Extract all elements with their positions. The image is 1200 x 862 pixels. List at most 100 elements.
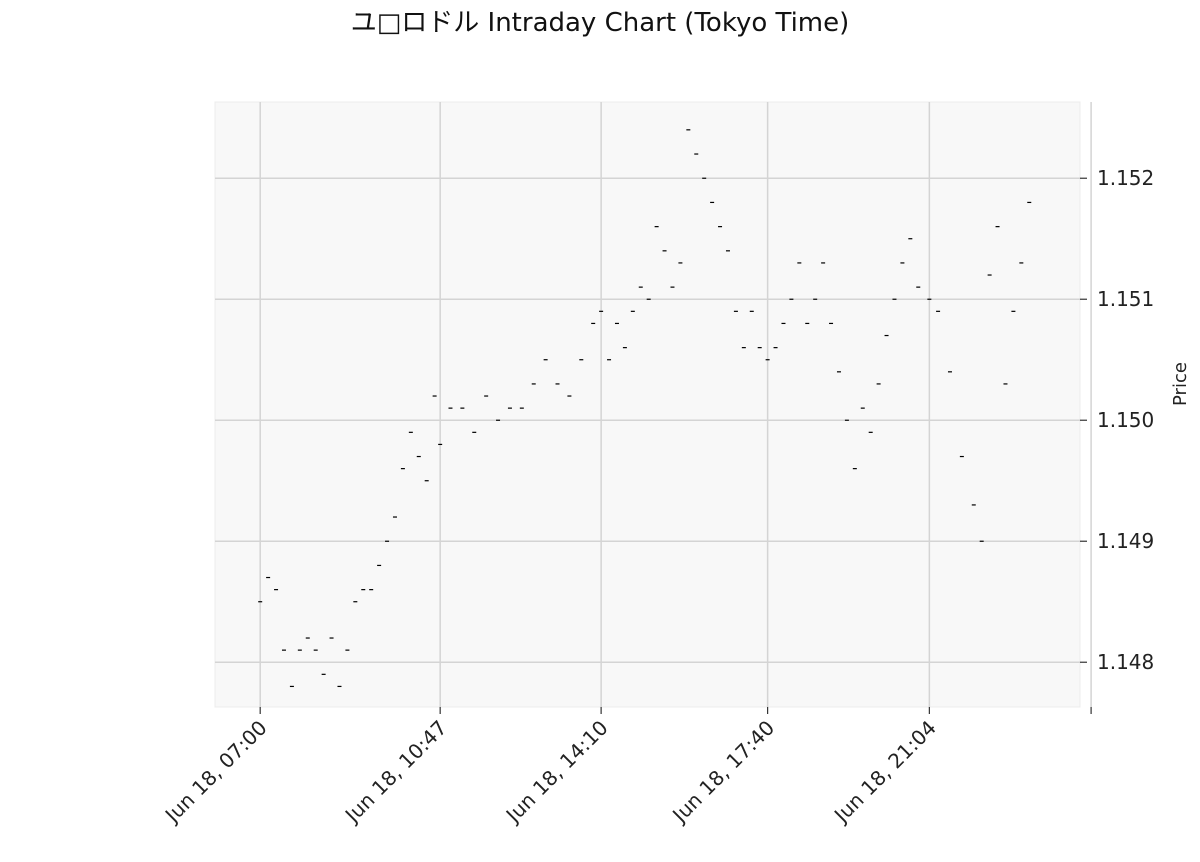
y-tick-label: 1.152 xyxy=(1097,166,1154,190)
data-point xyxy=(531,383,536,385)
data-point xyxy=(400,468,405,470)
data-point xyxy=(408,431,413,433)
data-point xyxy=(460,407,465,409)
data-point xyxy=(971,504,976,506)
data-point xyxy=(258,601,263,603)
data-point xyxy=(432,395,437,397)
data-point xyxy=(438,443,443,446)
data-point xyxy=(947,371,952,373)
data-point xyxy=(710,201,715,204)
data-point xyxy=(678,262,683,264)
data-point xyxy=(702,177,707,179)
data-point xyxy=(416,455,421,458)
data-point xyxy=(670,286,675,288)
data-point xyxy=(1011,310,1016,312)
data-point xyxy=(725,250,730,252)
data-point xyxy=(392,516,397,518)
data-point xyxy=(959,455,964,458)
data-point xyxy=(614,322,619,325)
y-tick-label: 1.151 xyxy=(1097,287,1154,311)
data-point xyxy=(519,407,524,409)
data-point xyxy=(927,298,932,300)
data-point xyxy=(829,322,834,325)
data-point xyxy=(662,250,667,252)
data-point xyxy=(805,322,810,325)
data-point xyxy=(900,262,905,264)
data-point xyxy=(555,383,560,385)
data-point xyxy=(448,407,453,409)
data-point xyxy=(686,129,691,131)
data-point xyxy=(345,649,350,651)
data-point xyxy=(369,589,374,591)
data-point xyxy=(305,637,310,639)
data-point xyxy=(987,274,992,276)
data-point xyxy=(979,540,984,542)
data-point xyxy=(591,322,596,325)
data-point xyxy=(813,298,818,300)
chart-title: ユ□ロドル Intraday Chart (Tokyo Time) xyxy=(350,8,850,38)
data-point xyxy=(821,262,826,264)
data-point xyxy=(868,431,873,433)
data-point xyxy=(694,153,699,155)
data-point xyxy=(289,685,294,688)
data-point xyxy=(749,310,754,312)
data-point xyxy=(936,310,941,312)
data-point xyxy=(507,407,512,409)
data-point xyxy=(329,637,334,639)
x-tick-label: Jun 18, 21:04 xyxy=(828,716,941,829)
data-point xyxy=(297,649,302,651)
data-point xyxy=(579,359,584,361)
y-tick-label: 1.148 xyxy=(1097,650,1154,674)
data-point xyxy=(781,322,786,325)
data-point xyxy=(496,419,501,421)
data-point xyxy=(385,540,390,542)
data-point xyxy=(892,298,897,300)
data-point xyxy=(765,359,770,361)
data-point xyxy=(797,262,802,264)
data-point xyxy=(607,359,612,361)
data-point xyxy=(472,431,477,433)
data-point xyxy=(281,649,286,651)
data-point xyxy=(543,359,548,361)
data-point xyxy=(599,310,604,312)
data-point xyxy=(916,286,921,288)
data-point xyxy=(361,589,366,591)
data-point xyxy=(484,395,489,397)
data-point xyxy=(718,226,723,228)
data-point xyxy=(757,347,762,349)
data-point xyxy=(844,419,849,421)
y-tick-label: 1.150 xyxy=(1097,408,1154,432)
data-point xyxy=(836,371,841,373)
data-point xyxy=(908,238,913,240)
data-point xyxy=(860,407,865,409)
x-tick-label: Jun 18, 10:47 xyxy=(339,716,452,829)
data-point xyxy=(1003,383,1008,385)
data-point xyxy=(852,468,857,470)
data-point xyxy=(654,226,659,228)
x-tick-label: Jun 18, 14:10 xyxy=(500,716,613,829)
x-tick-label: Jun 18, 07:00 xyxy=(159,716,272,829)
data-point xyxy=(266,576,271,579)
data-point xyxy=(995,226,1000,228)
data-point xyxy=(789,298,794,300)
data-point xyxy=(622,347,627,349)
data-point xyxy=(567,395,572,397)
data-point xyxy=(313,649,318,651)
data-point xyxy=(773,347,778,349)
data-point xyxy=(274,589,279,591)
data-point xyxy=(377,564,382,567)
data-point xyxy=(1019,262,1024,264)
data-point xyxy=(321,673,326,675)
data-point xyxy=(741,347,746,349)
data-marks xyxy=(258,129,1032,688)
plot-area xyxy=(214,101,1081,708)
data-point xyxy=(1027,201,1032,204)
data-point xyxy=(630,310,635,312)
data-point xyxy=(353,601,358,603)
y-tick-label: 1.149 xyxy=(1097,529,1154,553)
data-point xyxy=(424,480,429,482)
x-tick-label: Jun 18, 17:40 xyxy=(666,716,779,829)
data-point xyxy=(733,310,738,312)
data-point xyxy=(638,286,643,288)
